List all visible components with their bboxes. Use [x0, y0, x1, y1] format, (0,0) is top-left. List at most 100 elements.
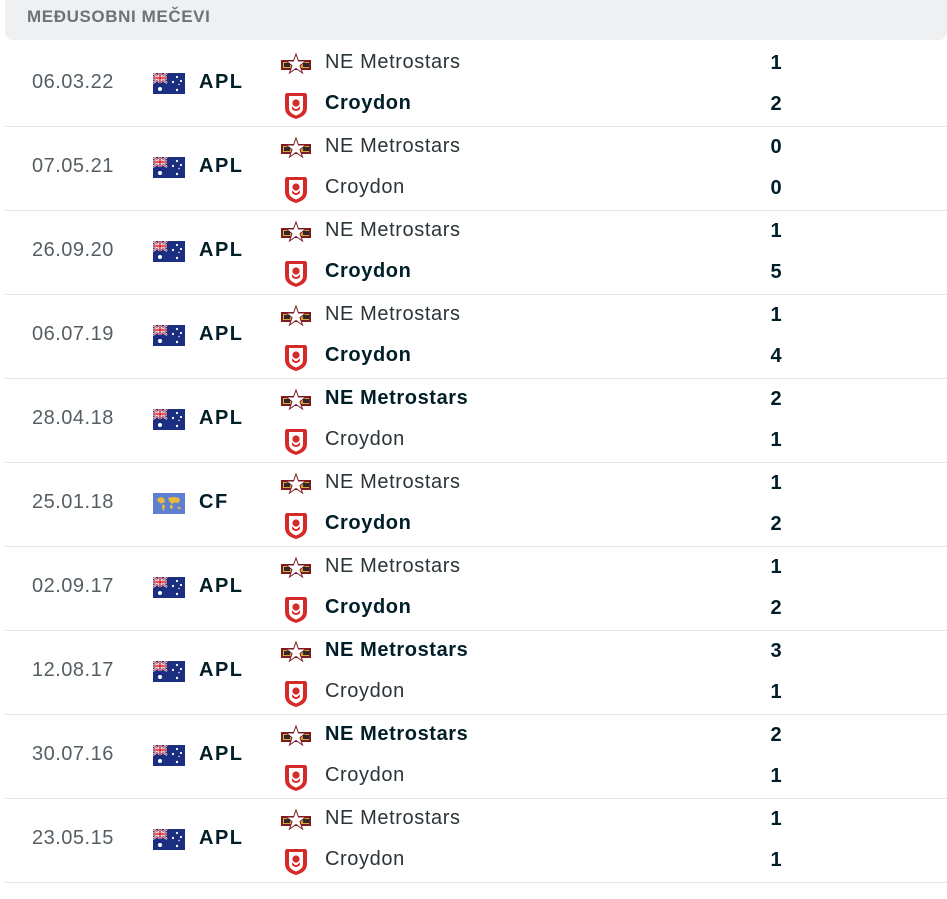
home-score: 1 — [770, 304, 782, 326]
home-team-name[interactable]: NE Metrostars — [325, 135, 461, 157]
croydon-logo-icon — [281, 848, 311, 876]
home-team-name[interactable]: NE Metrostars — [325, 303, 461, 325]
home-score: 1 — [770, 808, 782, 830]
match-date: 12.08.17 — [32, 659, 114, 681]
home-team-name[interactable]: NE Metrostars — [325, 219, 461, 241]
league-name[interactable]: APL — [199, 71, 244, 93]
away-team-name[interactable]: Croydon — [325, 260, 412, 282]
section-title: MEĐUSOBNI MEČEVI — [27, 7, 211, 26]
match-date: 25.01.18 — [32, 491, 114, 513]
home-score: 1 — [770, 556, 782, 578]
match-date: 02.09.17 — [32, 575, 114, 597]
league-name[interactable]: APL — [199, 575, 244, 597]
match-row[interactable]: 23.05.15 APL NE Metrostars — [5, 799, 947, 883]
away-team-name[interactable]: Croydon — [325, 512, 412, 534]
league-name[interactable]: APL — [199, 659, 244, 681]
league-name[interactable]: APL — [199, 155, 244, 177]
home-score: 1 — [770, 472, 782, 494]
ne-metrostars-logo-icon — [281, 639, 311, 667]
croydon-logo-icon — [281, 428, 311, 456]
home-team: NE Metrostars — [281, 49, 801, 79]
ne-metrostars-logo-icon — [281, 303, 311, 331]
league-name[interactable]: CF — [199, 491, 229, 513]
ne-metrostars-logo-icon — [281, 135, 311, 163]
home-team-name[interactable]: NE Metrostars — [325, 807, 461, 829]
match-list: 06.03.22 APL NE Metrostars — [5, 43, 947, 883]
away-team: Croydon — [281, 258, 801, 288]
match-date: 06.07.19 — [32, 323, 114, 345]
ne-metrostars-logo-icon — [281, 219, 311, 247]
league-name[interactable]: APL — [199, 407, 244, 429]
away-team: Croydon — [281, 846, 801, 876]
australia-flag-icon — [153, 661, 185, 682]
home-team-name[interactable]: NE Metrostars — [325, 639, 469, 661]
croydon-logo-icon — [281, 512, 311, 540]
home-score: 2 — [770, 388, 782, 410]
away-team-name[interactable]: Croydon — [325, 92, 412, 114]
home-team-name[interactable]: NE Metrostars — [325, 471, 461, 493]
away-team-name[interactable]: Croydon — [325, 848, 405, 870]
away-team: Croydon — [281, 510, 801, 540]
league-name[interactable]: APL — [199, 827, 244, 849]
away-score: 4 — [770, 345, 782, 367]
match-row[interactable]: 02.09.17 APL NE Metrostars — [5, 547, 947, 631]
croydon-logo-icon — [281, 680, 311, 708]
away-score: 2 — [770, 513, 782, 535]
match-row[interactable]: 26.09.20 APL NE Metrostars — [5, 211, 947, 295]
away-score: 2 — [770, 93, 782, 115]
home-team: NE Metrostars — [281, 469, 801, 499]
home-team-name[interactable]: NE Metrostars — [325, 723, 469, 745]
australia-flag-icon — [153, 577, 185, 598]
match-row[interactable]: 12.08.17 APL NE Metrostars — [5, 631, 947, 715]
away-score: 1 — [770, 681, 782, 703]
league-name[interactable]: APL — [199, 239, 244, 261]
away-team-name[interactable]: Croydon — [325, 176, 405, 198]
away-score: 1 — [770, 429, 782, 451]
away-team: Croydon — [281, 426, 801, 456]
match-row[interactable]: 28.04.18 APL NE Metrostars — [5, 379, 947, 463]
croydon-logo-icon — [281, 176, 311, 204]
league-name[interactable]: APL — [199, 323, 244, 345]
home-team: NE Metrostars — [281, 301, 801, 331]
away-team: Croydon — [281, 342, 801, 372]
home-team-name[interactable]: NE Metrostars — [325, 387, 469, 409]
section-header: MEĐUSOBNI MEČEVI — [5, 0, 947, 40]
home-team-name[interactable]: NE Metrostars — [325, 555, 461, 577]
home-team: NE Metrostars — [281, 637, 801, 667]
home-team-name[interactable]: NE Metrostars — [325, 51, 461, 73]
ne-metrostars-logo-icon — [281, 555, 311, 583]
match-date: 06.03.22 — [32, 71, 114, 93]
home-team: NE Metrostars — [281, 133, 801, 163]
match-row[interactable]: 30.07.16 APL NE Metrostars — [5, 715, 947, 799]
match-date: 26.09.20 — [32, 239, 114, 261]
away-team: Croydon — [281, 594, 801, 624]
world-flag-icon — [153, 493, 185, 514]
ne-metrostars-logo-icon — [281, 51, 311, 79]
match-row[interactable]: 06.03.22 APL NE Metrostars — [5, 43, 947, 127]
match-row[interactable]: 06.07.19 APL NE Metrostars — [5, 295, 947, 379]
away-team-name[interactable]: Croydon — [325, 428, 405, 450]
away-team: Croydon — [281, 174, 801, 204]
match-row[interactable]: 25.01.18 CF NE Metrostars — [5, 463, 947, 547]
away-team: Croydon — [281, 90, 801, 120]
home-team: NE Metrostars — [281, 721, 801, 751]
away-score: 0 — [770, 177, 782, 199]
croydon-logo-icon — [281, 596, 311, 624]
away-team-name[interactable]: Croydon — [325, 596, 412, 618]
league-name[interactable]: APL — [199, 743, 244, 765]
away-score: 1 — [770, 765, 782, 787]
away-team-name[interactable]: Croydon — [325, 680, 405, 702]
home-score: 2 — [770, 724, 782, 746]
australia-flag-icon — [153, 325, 185, 346]
match-date: 07.05.21 — [32, 155, 114, 177]
away-team-name[interactable]: Croydon — [325, 764, 405, 786]
match-date: 30.07.16 — [32, 743, 114, 765]
home-score: 0 — [770, 136, 782, 158]
australia-flag-icon — [153, 409, 185, 430]
match-row[interactable]: 07.05.21 APL NE Metrostars — [5, 127, 947, 211]
away-team-name[interactable]: Croydon — [325, 344, 412, 366]
home-score: 1 — [770, 220, 782, 242]
away-team: Croydon — [281, 762, 801, 792]
australia-flag-icon — [153, 745, 185, 766]
home-team: NE Metrostars — [281, 217, 801, 247]
